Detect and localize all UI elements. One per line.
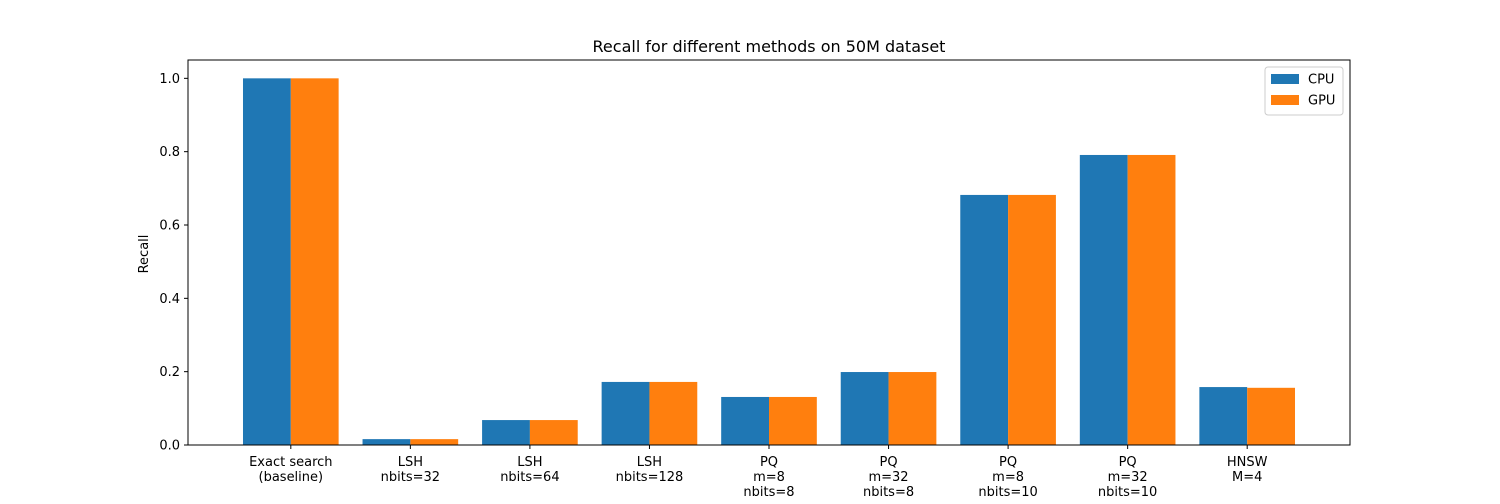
x-tick-label: PQ m=32 nbits=8 — [863, 455, 914, 500]
x-tick-label: PQ m=8 nbits=10 — [978, 455, 1037, 500]
x-tick-label: Exact search (baseline) — [249, 455, 332, 485]
bar-cpu-5 — [840, 372, 889, 445]
bar-cpu-6 — [960, 194, 1009, 445]
legend: CPU GPU — [1264, 66, 1344, 116]
y-axis: 0.0 0.2 0.4 0.6 0.8 1.0 — [159, 72, 188, 454]
legend-swatch-cpu — [1271, 74, 1299, 84]
x-tick-label-line: LSH — [517, 455, 542, 470]
x-tick-label-line: Exact search — [249, 455, 332, 470]
x-tick-label: LSH nbits=32 — [381, 455, 440, 485]
x-tick-label-line: LSH — [398, 455, 423, 470]
bar-gpu-5 — [888, 372, 937, 445]
plot-frame — [187, 59, 1351, 446]
bar-gpu-7 — [1127, 154, 1176, 445]
y-tick-label: 0.8 — [159, 145, 180, 160]
legend-swatch-gpu — [1271, 95, 1299, 105]
x-tick-label-line: nbits=8 — [743, 485, 794, 500]
x-tick-label-line: PQ — [999, 455, 1017, 470]
x-tick-label-line: LSH — [637, 455, 662, 470]
bar-cpu-3 — [601, 381, 650, 445]
x-tick-label: HNSW M=4 — [1227, 455, 1268, 485]
x-tick-label-line: nbits=10 — [978, 485, 1037, 500]
bar-cpu-1 — [362, 439, 411, 445]
x-tick-label: LSH nbits=128 — [616, 455, 684, 485]
x-tick-label-line: PQ — [760, 455, 778, 470]
x-tick-label-line: nbits=10 — [1098, 485, 1157, 500]
y-axis-label: Recall — [137, 235, 152, 274]
bar-cpu-8 — [1199, 387, 1248, 445]
y-tick-label: 0.0 — [159, 439, 180, 454]
y-tick-label: 0.2 — [159, 365, 180, 380]
bar-gpu-3 — [649, 381, 698, 445]
x-tick-label: PQ m=32 nbits=10 — [1098, 455, 1157, 500]
bar-cpu-0 — [242, 78, 291, 445]
x-tick-label-line: nbits=8 — [863, 485, 914, 500]
bar-gpu-1 — [410, 439, 459, 445]
x-tick-label-line: m=32 — [1108, 470, 1148, 485]
y-tick-label: 0.4 — [159, 292, 180, 307]
x-tick-label-line: m=32 — [868, 470, 908, 485]
bar-cpu-2 — [482, 420, 530, 445]
x-tick-label: LSH nbits=64 — [500, 455, 559, 485]
x-tick-label-line: PQ — [1119, 455, 1137, 470]
x-tick-label-line: M=4 — [1232, 470, 1262, 485]
bar-gpu-0 — [290, 78, 339, 445]
chart-title: Recall for different methods on 50M data… — [593, 37, 946, 56]
bar-cpu-7 — [1079, 154, 1128, 445]
legend-label-cpu: CPU — [1308, 73, 1334, 88]
bar-cpu-4 — [721, 396, 769, 445]
bar-gpu-8 — [1247, 387, 1296, 445]
x-tick-label-line: (baseline) — [259, 470, 324, 485]
x-tick-label-line: PQ — [880, 455, 898, 470]
x-tick-label-line: nbits=128 — [616, 470, 684, 485]
x-tick-label-line: m=8 — [992, 470, 1024, 485]
y-tick-label: 0.6 — [159, 219, 180, 234]
x-tick-label-line: nbits=32 — [381, 470, 440, 485]
bar-gpu-2 — [529, 420, 578, 445]
legend-label-gpu: GPU — [1308, 94, 1335, 109]
x-tick-label-line: nbits=64 — [500, 470, 559, 485]
bars-layer — [242, 78, 1296, 445]
bar-gpu-6 — [1008, 194, 1056, 445]
x-tick-label-line: m=8 — [753, 470, 785, 485]
y-tick-label: 1.0 — [159, 72, 180, 87]
x-tick-label-line: HNSW — [1227, 455, 1268, 470]
bar-gpu-4 — [769, 396, 817, 445]
x-tick-label: PQ m=8 nbits=8 — [743, 455, 794, 500]
